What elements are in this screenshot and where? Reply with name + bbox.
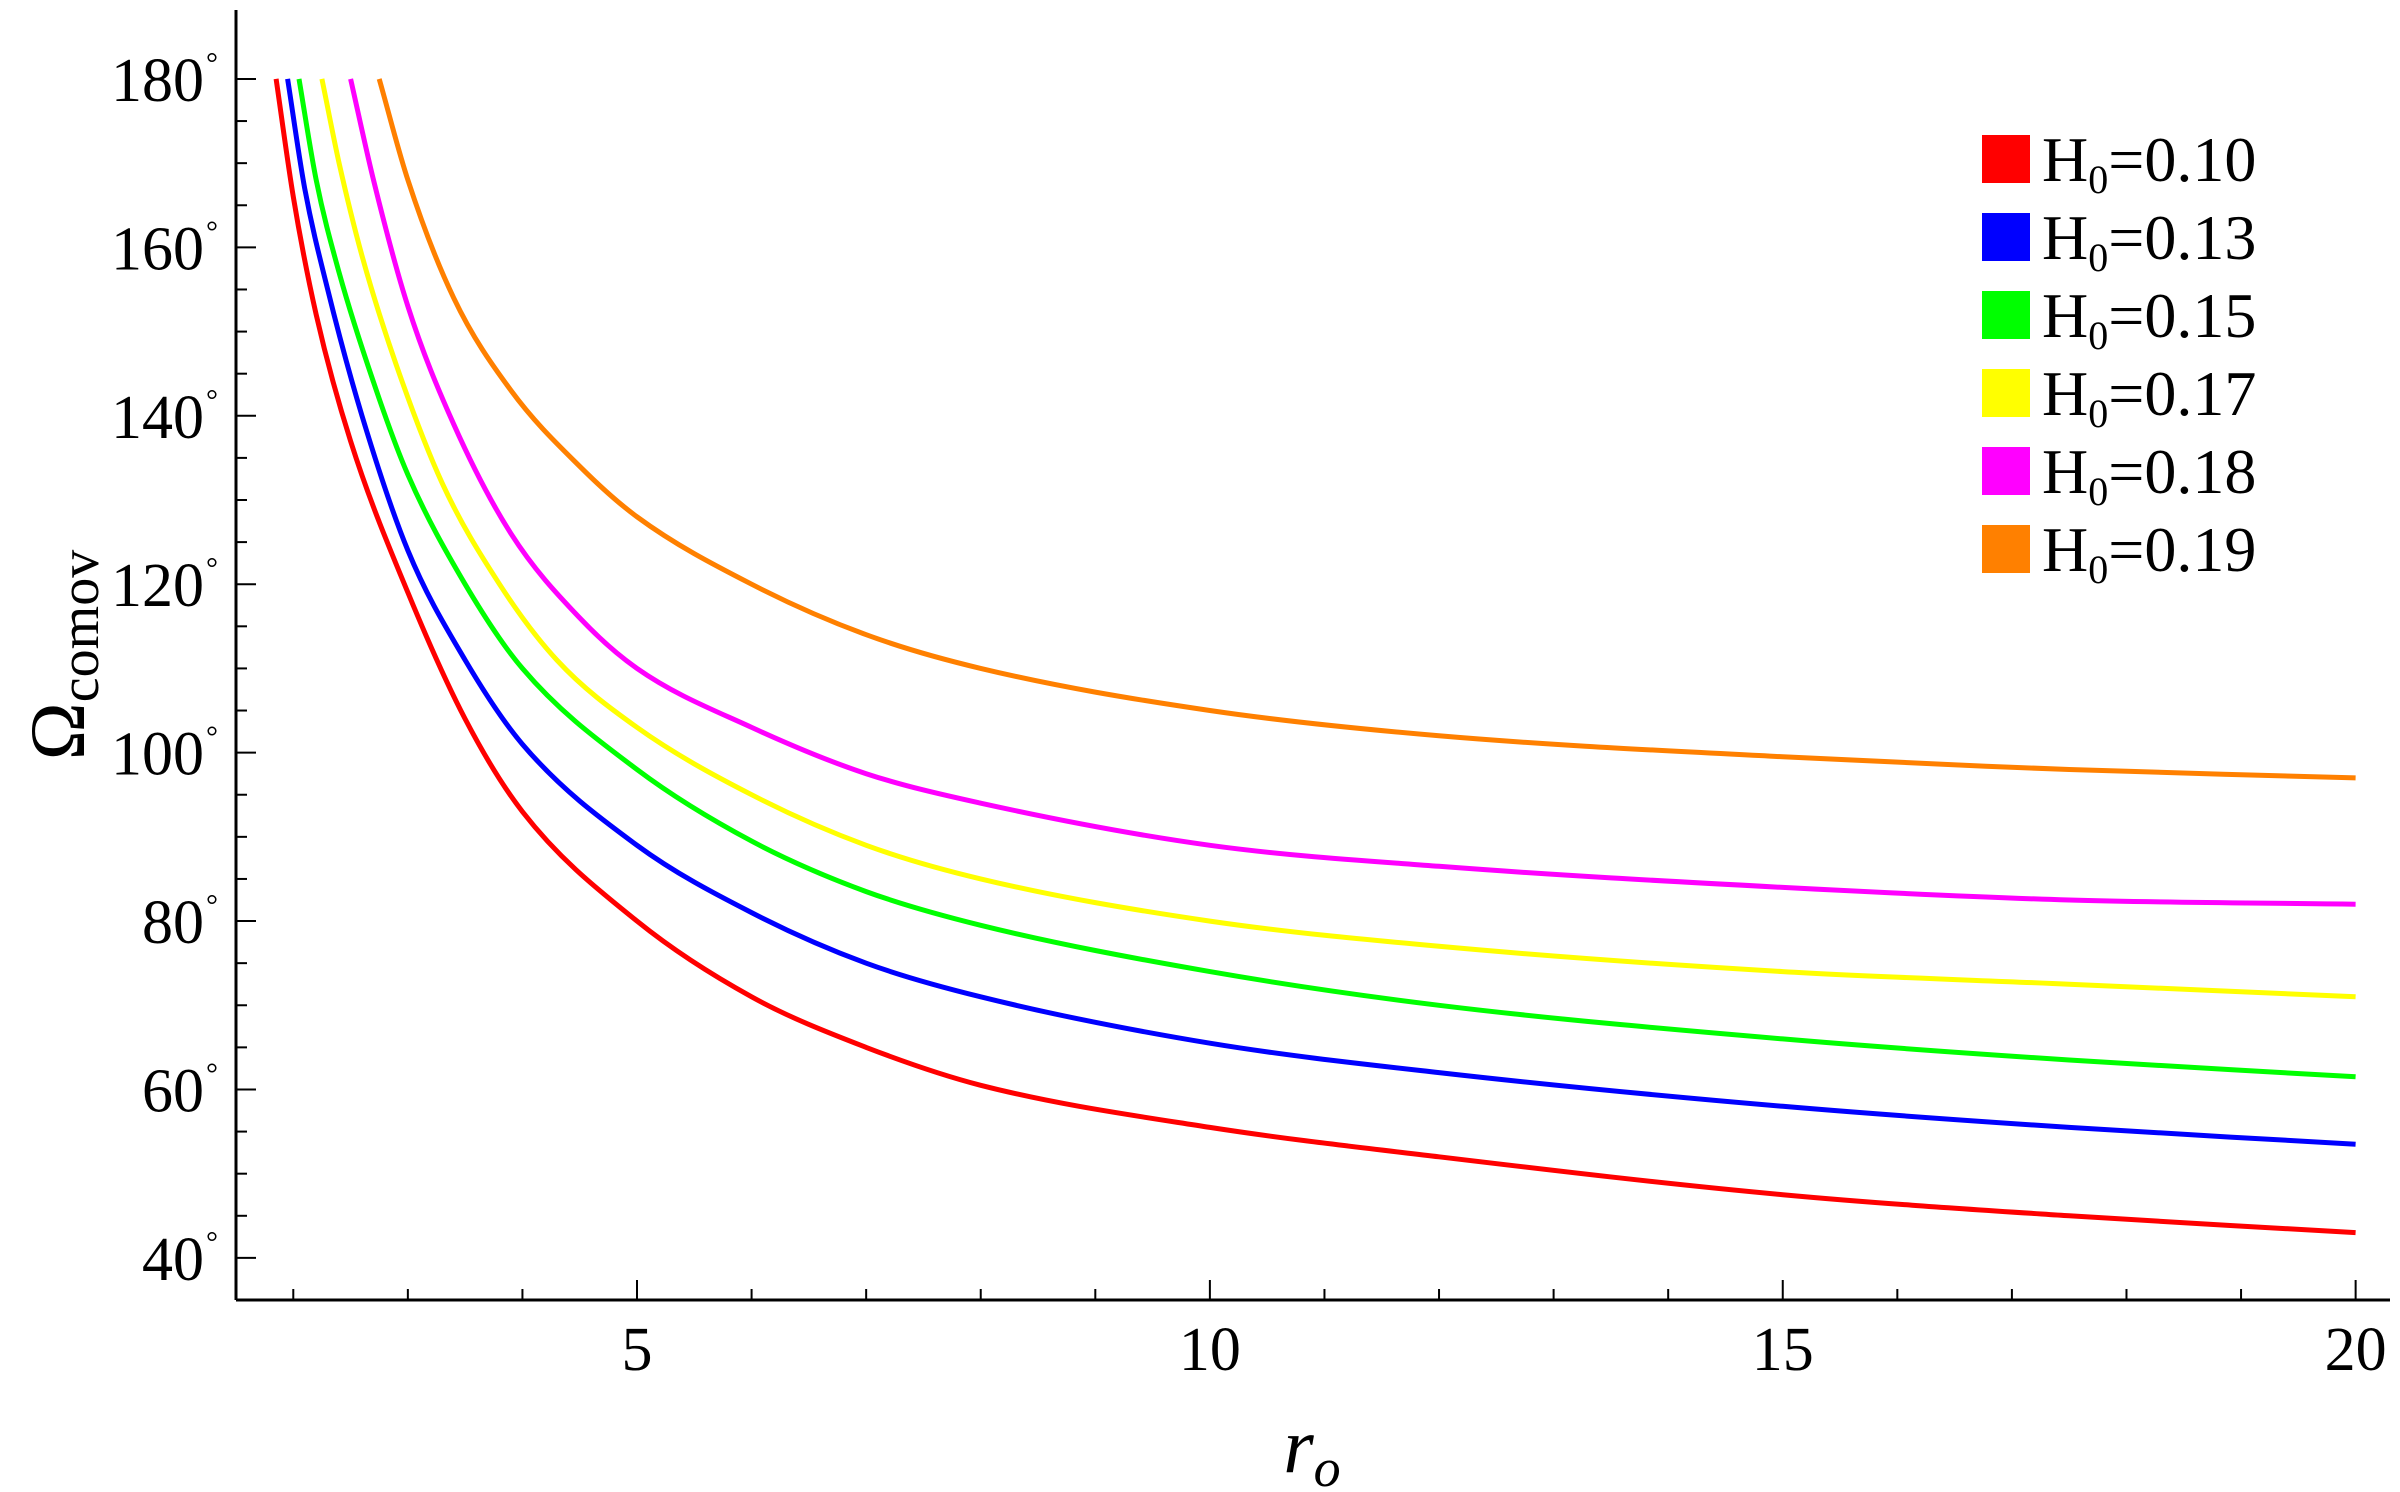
- series-layer: [273, 78, 2356, 1236]
- series-line-5: [348, 78, 2356, 907]
- legend-label-4: H0=0.17: [2042, 358, 2256, 436]
- legend-label-6: H0=0.19: [2042, 514, 2256, 592]
- legend-swatch-3: [1982, 291, 2030, 339]
- y-tick-label: 100: [111, 721, 204, 789]
- x-tick-label: 5: [622, 1316, 653, 1384]
- series-line-2: [285, 78, 2356, 1147]
- legend: H0=0.10H0=0.13H0=0.15H0=0.17H0=0.18H0=0.…: [1982, 124, 2256, 592]
- y-tick-label: 160: [111, 215, 204, 283]
- y-tick-label: 180: [111, 47, 204, 115]
- plot-frame: [234, 10, 2390, 1302]
- legend-label-3: H0=0.15: [2042, 280, 2256, 358]
- y-tick-degree: °: [206, 215, 218, 248]
- legend-swatch-2: [1982, 213, 2030, 261]
- y-axis: 40 °60 °80 °100 °120 °140 °160 °180 °: [111, 47, 256, 1294]
- legend-swatch-1: [1982, 135, 2030, 183]
- x-tick-label: 10: [1179, 1316, 1241, 1384]
- y-axis-title: Ωcomov: [14, 550, 111, 760]
- y-tick-degree: °: [206, 721, 218, 754]
- series-line-1: [273, 78, 2356, 1236]
- x-tick-label: 20: [2325, 1316, 2387, 1384]
- legend-label-2: H0=0.13: [2042, 202, 2256, 280]
- y-tick-label: 60: [142, 1057, 204, 1125]
- legend-swatch-6: [1982, 525, 2030, 573]
- y-tick-degree: °: [206, 889, 218, 922]
- series-line-4: [319, 78, 2356, 1000]
- y-tick-degree: °: [206, 1226, 218, 1259]
- axis-titles: ro Ωcomov: [14, 550, 1341, 1492]
- series-line-6: [376, 78, 2356, 781]
- legend-swatch-4: [1982, 369, 2030, 417]
- x-tick-label: 15: [1752, 1316, 1814, 1384]
- y-tick-label: 120: [111, 552, 204, 620]
- legend-label-5: H0=0.18: [2042, 436, 2256, 514]
- y-tick-label: 140: [111, 384, 204, 452]
- series-line-3: [296, 78, 2356, 1080]
- y-tick-label: 40: [142, 1226, 204, 1294]
- y-tick-degree: °: [206, 384, 218, 417]
- y-tick-label: 80: [142, 889, 204, 957]
- x-axis-title: ro: [1283, 1402, 1340, 1492]
- y-tick-degree: °: [206, 552, 218, 585]
- y-tick-degree: °: [206, 47, 218, 80]
- x-axis: 5 10 15 20: [292, 1280, 2387, 1384]
- legend-label-1: H0=0.10: [2042, 124, 2256, 202]
- y-tick-degree: °: [206, 1057, 218, 1090]
- legend-swatch-5: [1982, 447, 2030, 495]
